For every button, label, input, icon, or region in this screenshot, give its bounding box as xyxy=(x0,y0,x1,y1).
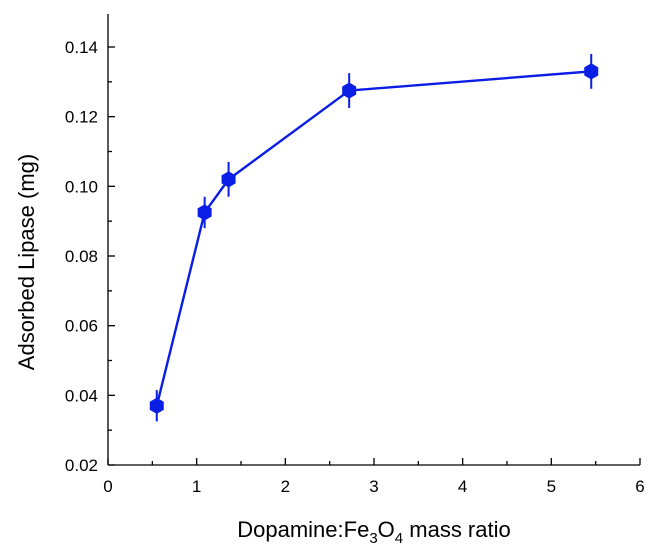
x-axis-title-sub1: 3 xyxy=(369,530,377,547)
x-tick-label: 0 xyxy=(103,477,112,496)
x-tick-label: 5 xyxy=(547,477,556,496)
y-tick-label: 0.08 xyxy=(65,247,98,266)
axes xyxy=(107,14,640,466)
y-tick-label: 0.02 xyxy=(65,456,98,475)
x-axis-title-sub2: 4 xyxy=(395,530,403,547)
y-tick-label: 0.14 xyxy=(65,38,98,57)
x-axis-title-main: Dopamine:Fe xyxy=(237,517,369,542)
x-tick-label: 2 xyxy=(281,477,290,496)
y-axis-title: Adsorbed Lipase (mg) xyxy=(14,154,39,370)
x-axis-title-tail: mass ratio xyxy=(403,517,511,542)
x-tick-label: 1 xyxy=(192,477,201,496)
x-axis-title: Dopamine:Fe3O4 mass ratio xyxy=(237,517,510,547)
y-tick-label: 0.06 xyxy=(65,317,98,336)
data-point xyxy=(221,171,236,188)
x-axis-title-mid: O xyxy=(378,517,395,542)
y-tick-label: 0.12 xyxy=(65,108,98,127)
data-point xyxy=(342,82,357,99)
plot-area xyxy=(149,53,599,422)
data-point xyxy=(197,204,212,221)
x-tick-label: 6 xyxy=(635,477,644,496)
x-tick-label: 4 xyxy=(458,477,467,496)
data-point xyxy=(584,63,599,80)
x-ticks: 0 1 2 3 4 5 6 xyxy=(103,458,645,496)
data-point xyxy=(149,397,164,414)
series-line xyxy=(155,70,592,407)
y-tick-label: 0.04 xyxy=(65,386,98,405)
y-tick-label: 0.10 xyxy=(65,177,98,196)
y-ticks: 0.02 0.04 0.06 0.08 0.10 0.12 0.14 xyxy=(65,38,115,475)
x-tick-label: 3 xyxy=(369,477,378,496)
